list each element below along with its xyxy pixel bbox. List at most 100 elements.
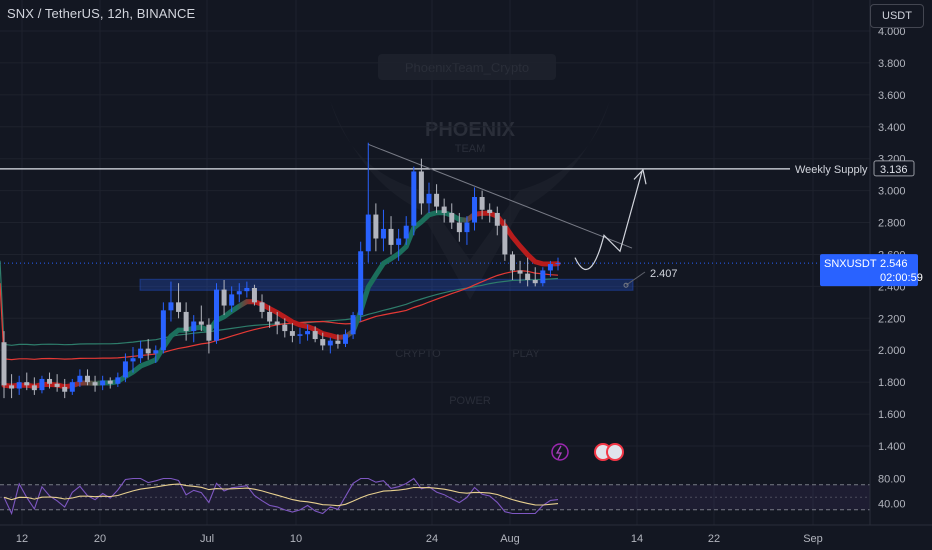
candle-body[interactable] — [1, 342, 7, 386]
time-scale[interactable]: 12 20 Jul 10 24 Aug 14 22 Sep — [16, 533, 823, 545]
candle-body[interactable] — [213, 289, 219, 341]
candle-body[interactable] — [411, 171, 417, 226]
candle-body[interactable] — [327, 340, 333, 346]
candle-body[interactable] — [547, 264, 553, 271]
candle-body[interactable] — [555, 263, 561, 265]
candle-body[interactable] — [115, 377, 121, 384]
candle-body[interactable] — [244, 287, 250, 292]
candle-body[interactable] — [267, 311, 273, 322]
projection-arrow[interactable] — [574, 168, 647, 270]
candle-body[interactable] — [183, 311, 189, 332]
event-icons[interactable] — [551, 443, 624, 461]
candle-body[interactable] — [312, 331, 318, 340]
watermark: PhoenixTeam_Crypto PHOENIX TEAM CRYPTO P… — [330, 54, 610, 407]
candle-body[interactable] — [350, 315, 356, 335]
candle-body[interactable] — [153, 350, 159, 354]
candle-body[interactable] — [9, 385, 15, 389]
candle-body[interactable] — [320, 339, 326, 346]
candle-body[interactable] — [259, 302, 265, 312]
candle-body[interactable] — [380, 228, 386, 239]
price-tick-label: 3.000 — [878, 186, 906, 198]
ma-ribbon[interactable] — [1, 210, 561, 390]
candle-body[interactable] — [365, 214, 371, 252]
candle-body[interactable] — [130, 358, 136, 362]
candle-body[interactable] — [449, 212, 455, 223]
symbol-tag-label: SNXUSDT — [824, 258, 877, 270]
candle-body[interactable] — [92, 382, 98, 386]
candle-body[interactable] — [31, 385, 37, 391]
support-level-label: 2.407 — [650, 268, 678, 280]
candle-body[interactable] — [282, 324, 288, 332]
candle-body[interactable] — [403, 225, 409, 239]
descending-trendline[interactable] — [368, 143, 633, 249]
candle-body[interactable] — [343, 334, 349, 344]
price-tick-label: 2.800 — [878, 218, 906, 230]
candle-body[interactable] — [69, 382, 75, 392]
candle-body[interactable] — [39, 378, 45, 391]
candle-body[interactable] — [251, 287, 257, 303]
candle-body[interactable] — [191, 321, 197, 332]
candle-body[interactable] — [540, 270, 546, 284]
candle-body[interactable] — [77, 375, 83, 383]
candle-body[interactable] — [434, 193, 440, 207]
candle-body[interactable] — [122, 361, 128, 378]
currency-button[interactable]: USDT — [870, 4, 924, 28]
candles[interactable] — [1, 142, 561, 399]
candle-body[interactable] — [388, 228, 394, 245]
candle-body[interactable] — [198, 321, 204, 325]
price-tick-label: 1.800 — [878, 377, 906, 389]
rsi-signal-line[interactable] — [3, 483, 559, 507]
candle-body[interactable] — [236, 291, 242, 295]
candle-body[interactable] — [335, 340, 341, 344]
candle-body[interactable] — [418, 171, 424, 204]
candle-body[interactable] — [494, 212, 500, 226]
support-zone-box[interactable] — [139, 278, 634, 291]
candle-body[interactable] — [426, 193, 432, 204]
candle-body[interactable] — [509, 254, 515, 271]
candle-body[interactable] — [517, 270, 523, 274]
candle-body[interactable] — [145, 348, 151, 354]
candle-body[interactable] — [100, 380, 106, 386]
candle-body[interactable] — [160, 310, 166, 351]
last-price-tag[interactable] — [820, 254, 918, 287]
symbol-legend[interactable]: SNX / TetherUS, 12h, BINANCE — [7, 6, 196, 21]
candle-body[interactable] — [274, 321, 280, 325]
candle-body[interactable] — [441, 206, 447, 213]
candle-body[interactable] — [84, 375, 90, 383]
candle-body[interactable] — [138, 348, 144, 359]
candle-body[interactable] — [47, 378, 53, 384]
candle-body[interactable] — [206, 324, 212, 341]
candle-body[interactable] — [24, 382, 30, 386]
candle-body[interactable] — [358, 251, 364, 316]
candle-body[interactable] — [221, 289, 227, 306]
candle-body[interactable] — [532, 280, 538, 284]
rsi-scale[interactable]: 80.00 40.00 — [878, 474, 906, 511]
time-tick-label: 12 — [16, 533, 28, 545]
candle-body[interactable] — [373, 214, 379, 239]
rsi-line[interactable] — [3, 477, 559, 516]
candle-body[interactable] — [107, 380, 113, 384]
us-flag-event-icon-2[interactable] — [606, 443, 624, 461]
candle-body[interactable] — [176, 302, 182, 312]
candle-body[interactable] — [502, 225, 508, 255]
candle-body[interactable] — [168, 302, 174, 311]
candle-body[interactable] — [297, 334, 303, 336]
lightning-event-icon[interactable] — [551, 443, 569, 461]
candle-body[interactable] — [487, 209, 493, 213]
candle-body[interactable] — [305, 331, 311, 335]
candle-body[interactable] — [289, 331, 295, 336]
rsi-pane[interactable] — [0, 477, 870, 516]
candle-body[interactable] — [396, 238, 402, 245]
candle-body[interactable] — [525, 273, 531, 280]
candle-body[interactable] — [456, 222, 462, 233]
candle-body[interactable] — [62, 386, 68, 392]
candle-body[interactable] — [464, 222, 470, 233]
candle-body[interactable] — [479, 197, 485, 210]
candle-countdown: 02:00:59 — [880, 272, 923, 284]
price-scale[interactable]: 4.0003.8003.6003.4003.2003.0002.8002.600… — [878, 26, 906, 453]
candle-body[interactable] — [54, 383, 60, 387]
candle-body[interactable] — [229, 294, 235, 306]
candle-body[interactable] — [16, 382, 22, 389]
candle-body[interactable] — [472, 197, 478, 223]
